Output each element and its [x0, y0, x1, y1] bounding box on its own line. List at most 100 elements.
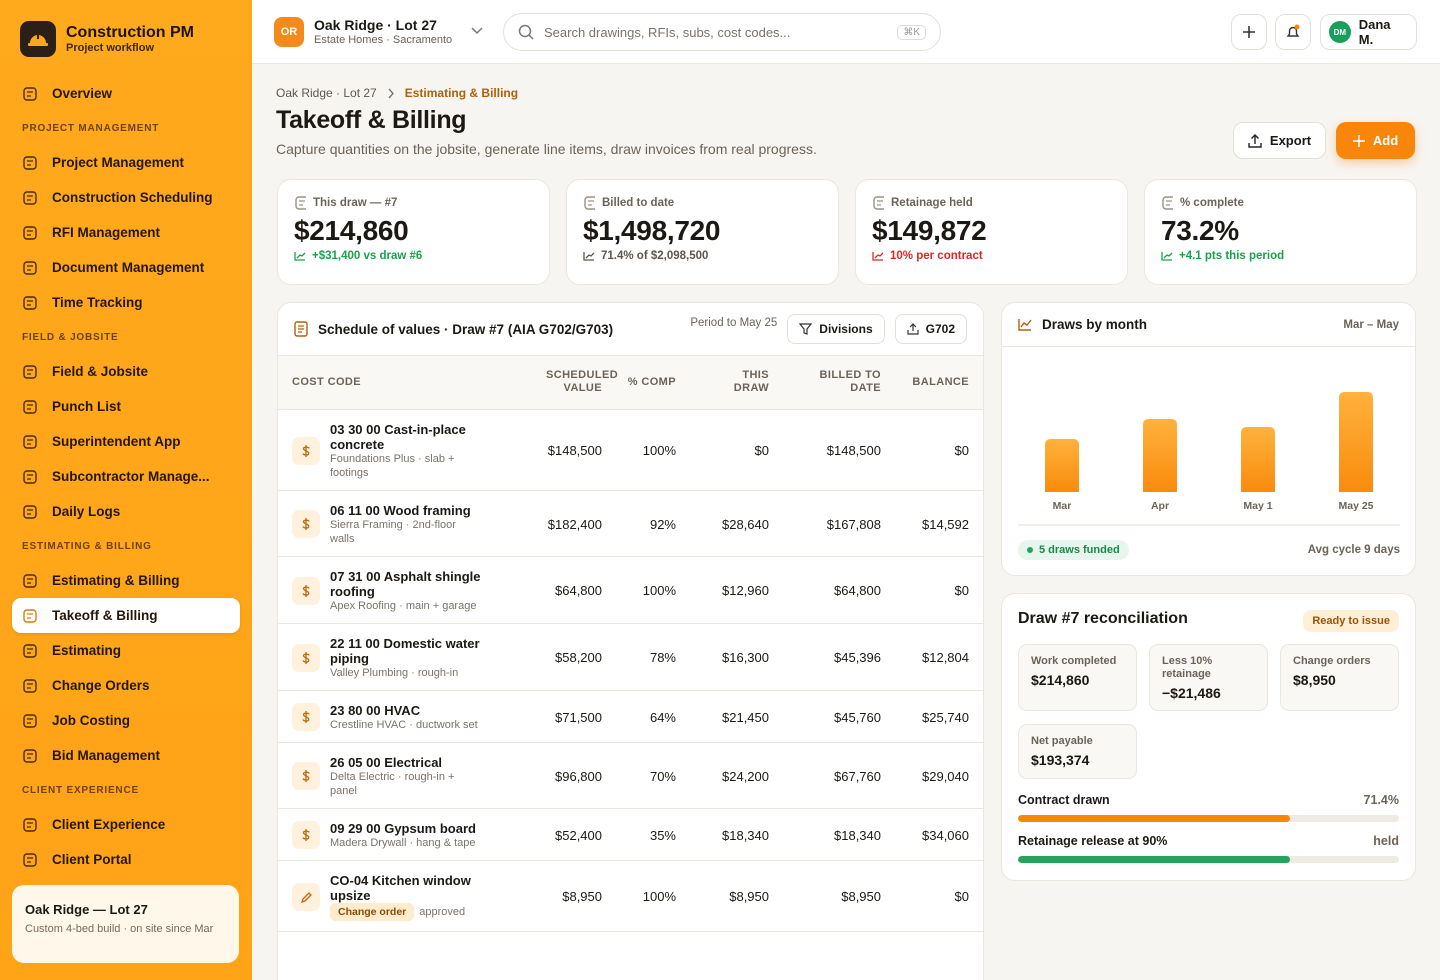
cell: $64,800 [769, 556, 881, 624]
progress: Contract drawn 71.4% [1018, 793, 1399, 822]
nav-item[interactable]: Time Tracking [12, 285, 240, 320]
nav-label: Superintendent App [52, 434, 181, 449]
table-body: 03 30 00 Cast-in-place concrete Foundatio… [278, 409, 983, 932]
notifications[interactable] [1275, 14, 1311, 50]
cell: $29,040 [881, 742, 983, 809]
tile-value: −$21,486 [1162, 685, 1221, 701]
kpi-card: Retainage held $149,872 10% per contract [855, 179, 1128, 285]
nav-item[interactable]: Daily Logs [12, 494, 240, 529]
kpi-label: This draw — #7 [294, 195, 533, 211]
cell: 100% [602, 409, 676, 491]
tile-label: Net payable [1031, 735, 1093, 747]
cycle-note: Avg cycle 9 days [1307, 544, 1400, 556]
cell: 35% [602, 808, 676, 861]
project-name[interactable]: Oak Ridge · Lot 27 [314, 17, 437, 33]
nav-item[interactable]: Field & Jobsite [12, 354, 240, 389]
user-menu[interactable]: DM Dana M. [1320, 14, 1417, 50]
breadcrumb-current: Estimating & Billing [404, 86, 519, 100]
nav-item[interactable]: Subcontractor Manage... [12, 459, 240, 494]
cell: $12,804 [881, 623, 983, 691]
add-icon-button[interactable] [1231, 14, 1267, 50]
cost-code-sub: Crestline HVAC · ductwork set [330, 718, 482, 732]
project-card[interactable]: Oak Ridge — Lot 27 Custom 4-bed build · o… [12, 885, 239, 963]
table-row[interactable]: 23 80 00 HVAC Crestline HVAC · ductwork s… [278, 690, 983, 743]
table-row[interactable]: 07 31 00 Asphalt shingle roofing Apex Roo… [278, 556, 983, 624]
kpi-label-text: Retainage held [891, 197, 973, 209]
recon-title: Draw #7 reconciliation [1018, 610, 1188, 627]
table-row[interactable]: 03 30 00 Cast-in-place concrete Foundatio… [278, 409, 983, 491]
brand-title: Construction PM [66, 24, 194, 41]
table-row[interactable]: 22 11 00 Domestic water piping Valley Plu… [278, 623, 983, 691]
button-label: Divisions [819, 322, 873, 336]
nav-item[interactable]: Construction Scheduling [12, 180, 240, 215]
cell: $148,500 [506, 409, 602, 491]
nav-item[interactable]: Client Experience [12, 807, 240, 842]
icon [23, 260, 37, 275]
breadcrumb-item[interactable]: Oak Ridge · Lot 27 [276, 86, 377, 100]
cost-code-text: 03 30 00 Cast-in-place concrete Foundatio… [330, 422, 482, 480]
main: Oak Ridge · Lot 27 Estimating & Billing T… [252, 64, 1440, 980]
button-label: G702 [925, 322, 955, 336]
nav-label: Punch List [52, 399, 122, 414]
nav-item[interactable]: Bid Management [12, 738, 240, 773]
table-row[interactable]: CO-04 Kitchen window upsize Change order a… [278, 860, 983, 932]
chevron[interactable] [471, 27, 483, 35]
nav-item[interactable]: Superintendent App [12, 424, 240, 459]
icon [23, 643, 37, 658]
table-row[interactable]: 09 29 00 Gypsum board Madera Drywall · ha… [278, 808, 983, 861]
sub-text: Foundations Plus · slab + footings [330, 452, 455, 479]
kpi-label: Retainage held [872, 195, 1111, 211]
bar [1339, 392, 1373, 492]
cell: $8,950 [506, 860, 602, 932]
export-button[interactable]: Export [1233, 122, 1326, 159]
x-label: May 25 [1338, 500, 1373, 512]
icon [23, 504, 37, 519]
search[interactable]: Search drawings, RFIs, subs, cost codes.… [503, 13, 941, 51]
kpi-label-text: Billed to date [602, 197, 675, 209]
cost-code-name: 06 11 00 Wood framing [330, 502, 471, 518]
column-header: % COMP [602, 356, 676, 410]
tile-value: $214,860 [1031, 672, 1090, 688]
nav-item[interactable]: RFI Management [12, 215, 240, 250]
nav-item[interactable]: Overview [12, 76, 240, 111]
nav-item[interactable]: Project Management [12, 145, 240, 180]
chart-footer: 5 draws funded Avg cycle 9 days [1018, 540, 1400, 560]
nav-item[interactable]: Takeoff & Billing [12, 598, 240, 633]
cost-code-cell: 03 30 00 Cast-in-place concrete Foundatio… [278, 409, 506, 491]
kpi-card: This draw — #7 $214,860 +$31,400 vs draw #… [277, 179, 550, 285]
recon-tile: Less 10% retainage −$21,486 [1149, 644, 1268, 711]
row-icon [292, 882, 320, 911]
g702-button[interactable]: G702 [894, 314, 967, 344]
nav-item[interactable]: Punch List [12, 389, 240, 424]
table-row[interactable]: 26 05 00 Electrical Delta Electric · roug… [278, 742, 983, 809]
table-row[interactable]: 06 11 00 Wood framing Sierra Framing · 2n… [278, 490, 983, 557]
cell: 100% [602, 860, 676, 932]
cost-code-cell: CO-04 Kitchen window upsize Change order a… [278, 860, 506, 932]
cell: 100% [602, 556, 676, 624]
cost-code-name: 03 30 00 Cast-in-place concrete [330, 421, 466, 452]
nav-item[interactable]: Document Management [12, 250, 240, 285]
nav-item[interactable]: Client Portal [12, 842, 240, 877]
cost-code-sub: Valley Plumbing · rough-in [330, 666, 482, 680]
cell: 64% [602, 690, 676, 743]
icon [23, 399, 37, 414]
kpi-delta-text: +$31,400 vs draw #6 [312, 250, 423, 262]
icon [23, 713, 37, 728]
nav-label: Takeoff & Billing [52, 608, 158, 623]
kpi-label: Billed to date [583, 195, 822, 211]
nav-item[interactable]: Job Costing [12, 703, 240, 738]
nav-item[interactable]: Estimating [12, 633, 240, 668]
nav-heading: PROJECT MANAGEMENT [22, 123, 160, 134]
kpi-delta: 71.4% of $2,098,500 [583, 250, 822, 262]
project-badge[interactable]: OR [274, 17, 304, 47]
kpi-delta: +4.1 pts this period [1161, 250, 1400, 262]
nav-item[interactable]: Change Orders [12, 668, 240, 703]
divisions-button[interactable]: Divisions [787, 314, 885, 344]
kpi-delta-text: +4.1 pts this period [1179, 250, 1285, 262]
row-icon [292, 821, 320, 849]
cell: $8,950 [676, 860, 769, 932]
nav-item[interactable]: Estimating & Billing [12, 563, 240, 598]
add-button[interactable]: Add [1336, 122, 1415, 159]
sub-text: Apex Roofing · main + garage [330, 599, 477, 612]
